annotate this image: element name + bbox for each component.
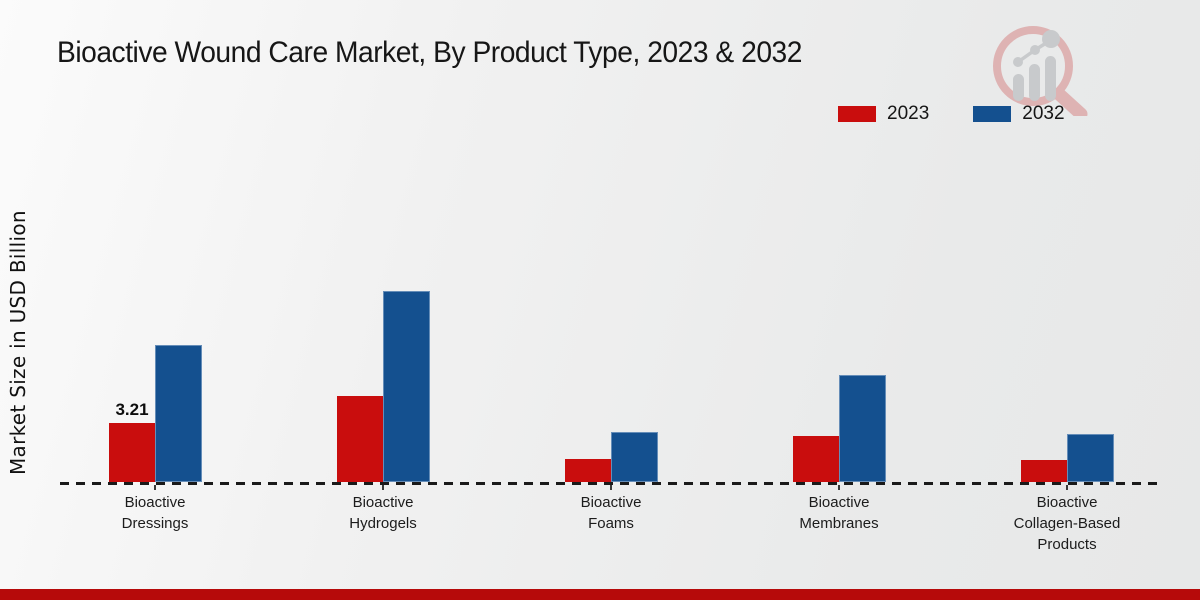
legend-swatch-2023 bbox=[838, 106, 876, 122]
x-axis-tick-bioactive-dressings bbox=[154, 485, 156, 490]
bar-2023-bioactive-hydrogels bbox=[337, 396, 383, 482]
category-label-bioactive-dressings: Bioactive Dressings bbox=[121, 494, 189, 532]
bar-2032-bioactive-collagen-based-products bbox=[1067, 434, 1114, 482]
bar-2032-bioactive-hydrogels bbox=[383, 291, 430, 482]
plot-area: 3.21 bbox=[60, 100, 1160, 482]
bar-group-bioactive-dressings: 3.21 bbox=[109, 345, 202, 482]
bar-group-bioactive-foams bbox=[565, 432, 658, 482]
legend-label-2023: 2023 bbox=[887, 103, 930, 124]
magnifier-bar-chart-logo bbox=[993, 26, 1088, 116]
data-label-2023-bioactive-dressings: 3.21 bbox=[115, 400, 149, 419]
legend-label-2032: 2032 bbox=[1022, 103, 1065, 124]
legend-swatch-2032 bbox=[973, 106, 1012, 122]
category-label-bioactive-foams: Bioactive Foams bbox=[580, 494, 642, 532]
x-axis-tick-bioactive-collagen-based-products bbox=[1066, 485, 1068, 490]
category-label-bioactive-hydrogels: Bioactive Hydrogels bbox=[349, 494, 417, 532]
bar-2023-bioactive-foams bbox=[565, 459, 611, 482]
bar-2032-bioactive-foams bbox=[611, 432, 658, 482]
bar-2023-bioactive-collagen-based-products bbox=[1021, 460, 1067, 482]
footer-brand-bar bbox=[0, 589, 1200, 600]
legend: 2023 2032 bbox=[838, 103, 1065, 125]
category-label-bioactive-membranes: Bioactive Membranes bbox=[799, 494, 879, 532]
x-axis-tick-bioactive-hydrogels bbox=[382, 485, 384, 490]
legend-item-2032: 2032 bbox=[973, 103, 1065, 125]
bar-2023-bioactive-membranes bbox=[793, 436, 839, 482]
bar-group-bioactive-collagen-based-products bbox=[1021, 434, 1114, 482]
bar-2032-bioactive-membranes bbox=[839, 375, 886, 482]
bar-group-bioactive-membranes bbox=[793, 375, 886, 482]
category-label-bioactive-collagen-based-products: Bioactive Collagen-Based Products bbox=[1013, 494, 1121, 553]
bar-2023-bioactive-dressings: 3.21 bbox=[109, 400, 155, 482]
legend-item-2023: 2023 bbox=[838, 103, 929, 125]
x-axis-baseline bbox=[60, 482, 1160, 485]
x-axis-tick-bioactive-foams bbox=[610, 485, 612, 490]
bar-2032-bioactive-dressings bbox=[155, 345, 202, 482]
x-axis-tick-bioactive-membranes bbox=[838, 485, 840, 490]
bar-group-bioactive-hydrogels bbox=[337, 291, 430, 482]
page-title: Bioactive Wound Care Market, By Product … bbox=[57, 36, 802, 69]
